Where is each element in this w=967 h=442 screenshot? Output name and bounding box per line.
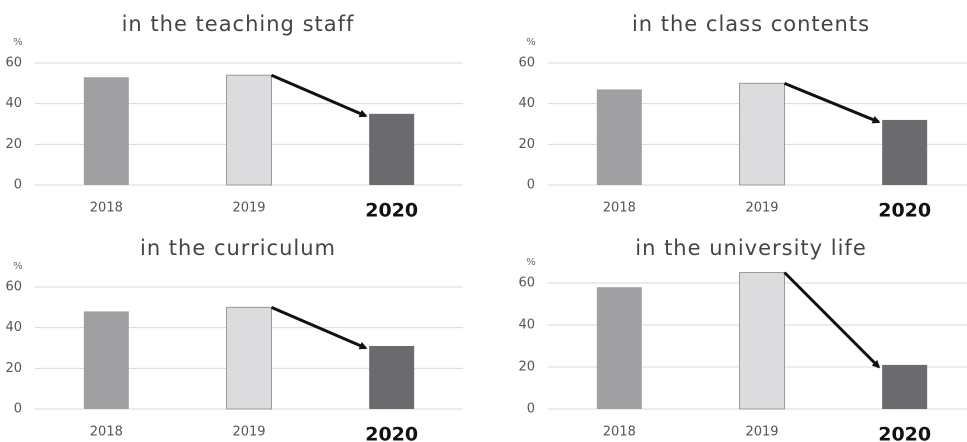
bar <box>226 306 272 410</box>
y-tick-label: 60 <box>518 56 535 71</box>
y-unit: % <box>13 37 23 48</box>
y-tick-label: 0 <box>527 178 535 193</box>
y-tick-label: 20 <box>5 137 22 152</box>
trend-arrow <box>783 271 881 369</box>
chart-panel: in the university life% 0 20 40 60 2018 2019 20… <box>518 236 967 442</box>
y-tick-label: 20 <box>5 361 22 376</box>
chart-title: in the class contents <box>632 12 870 36</box>
x-tick-label: 2020 <box>365 200 418 222</box>
bar <box>596 89 642 185</box>
trend-arrow <box>270 73 368 118</box>
y-tick-label: 40 <box>5 320 22 335</box>
trend-arrow <box>783 81 881 124</box>
chart-panel: in the curriculum% 0 20 40 60 2018 2019 2020 <box>5 236 463 442</box>
y-unit: % <box>526 257 536 268</box>
chart-panel: in the teaching staff% 0 20 40 60 2018 2019 202… <box>5 12 463 222</box>
x-tick-label: 2019 <box>232 425 265 440</box>
x-tick-label: 2020 <box>878 200 931 222</box>
chart-panel: in the class contents% 0 20 40 60 2018 2019 202… <box>518 12 967 222</box>
bar <box>369 113 415 185</box>
y-unit: % <box>13 261 23 272</box>
y-tick-label: 0 <box>14 402 22 417</box>
bar <box>739 272 785 410</box>
y-unit: % <box>526 37 536 48</box>
bar <box>226 74 272 186</box>
x-tick-label: 2020 <box>878 424 931 442</box>
y-tick-label: 40 <box>518 96 535 111</box>
bar <box>596 287 642 409</box>
chart-title: in the university life <box>635 236 867 260</box>
bar <box>83 77 129 185</box>
x-tick-label: 2018 <box>603 201 636 216</box>
y-tick-label: 60 <box>5 56 22 71</box>
bar <box>739 82 785 186</box>
bar <box>369 345 415 409</box>
bar <box>882 364 928 409</box>
y-tick-label: 0 <box>527 402 535 417</box>
y-tick-label: 0 <box>14 178 22 193</box>
chart-title: in the curriculum <box>140 236 336 260</box>
bar <box>882 119 928 185</box>
y-tick-label: 40 <box>5 96 22 111</box>
y-tick-label: 60 <box>518 276 535 291</box>
x-tick-label: 2018 <box>90 201 123 216</box>
trend-arrow <box>270 305 368 350</box>
x-tick-label: 2019 <box>232 201 265 216</box>
bar <box>83 311 129 409</box>
x-tick-label: 2018 <box>90 425 123 440</box>
y-tick-label: 40 <box>518 318 535 333</box>
x-tick-label: 2020 <box>365 424 418 442</box>
x-tick-label: 2018 <box>603 425 636 440</box>
chart-title: in the teaching staff <box>122 12 355 36</box>
y-tick-label: 60 <box>5 280 22 295</box>
y-tick-label: 20 <box>518 360 535 375</box>
y-tick-label: 20 <box>518 137 535 152</box>
x-tick-label: 2019 <box>745 201 778 216</box>
x-tick-label: 2019 <box>745 425 778 440</box>
